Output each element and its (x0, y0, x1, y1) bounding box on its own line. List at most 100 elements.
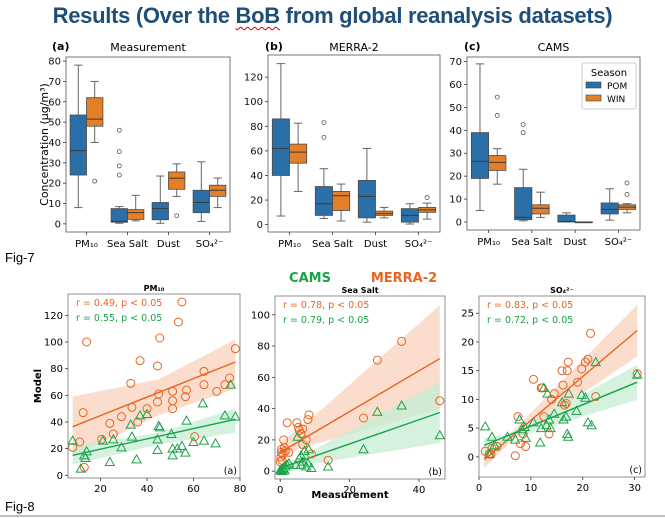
x-tick-label: PM₁₀ (278, 239, 301, 250)
data-point-cams (306, 462, 317, 473)
box-pom (69, 114, 87, 176)
outlier (116, 163, 122, 169)
y-tick-label: 0 (57, 471, 63, 482)
regression-line-merra-2 (279, 357, 441, 454)
y-axis-label: Model (33, 369, 44, 403)
x-tick-label: 40 (141, 484, 154, 495)
box-win (209, 184, 227, 197)
y-tick-label: 80 (48, 57, 61, 68)
data-point-cams (434, 429, 445, 440)
outlier (624, 180, 630, 186)
data-point-cams (97, 435, 109, 445)
data-point-cams (541, 419, 552, 430)
y-tick-label: 40 (50, 418, 63, 429)
data-point-merra2 (78, 408, 88, 418)
x-tick-label: PM₁₀ (75, 239, 98, 250)
data-point-cams (302, 457, 314, 468)
data-point-merra2 (586, 328, 596, 338)
y-tick-label: 20 (50, 444, 63, 455)
data-point-merra2 (142, 404, 152, 414)
y-tick-label: 40 (257, 404, 270, 415)
data-point-merra2 (277, 455, 287, 465)
data-point-cams (556, 396, 568, 407)
data-point-merra2 (577, 364, 587, 374)
outlier (116, 172, 122, 178)
x-tick-label: SO₄²⁻ (405, 239, 433, 250)
y-tick-label: 5 (468, 424, 474, 435)
legend-cams: CAMS (289, 271, 331, 286)
data-point-cams (479, 420, 491, 431)
data-point-merra2 (68, 442, 78, 452)
data-point-cams (166, 428, 177, 438)
data-point-merra2 (372, 355, 382, 365)
data-point-cams (107, 433, 119, 444)
panel-annotation: (c) (629, 465, 642, 476)
bottom-divider (0, 515, 665, 517)
data-point-cams (562, 431, 574, 441)
data-point-cams (281, 459, 293, 469)
x-tick-label: 20 (343, 485, 356, 496)
y-tick-label: 80 (50, 364, 63, 375)
y-tick-label: 60 (50, 391, 63, 402)
box-win (531, 204, 550, 215)
data-point-merra2 (580, 357, 590, 367)
data-point-merra2 (560, 400, 570, 410)
data-point-merra2 (292, 418, 302, 428)
y-tick-label: 50 (48, 118, 61, 129)
plot-frame (478, 295, 646, 478)
data-point-merra2 (513, 412, 523, 422)
y-axis-label: Concentration (µg/m³) (38, 83, 51, 206)
scatter-panel-2: SO₄²⁻ r = 0.83, p < 0.05 r = 0.72, p < 0.0… (461, 286, 646, 494)
data-point-merra2 (135, 356, 145, 366)
outlier (174, 213, 180, 219)
plot-frame (274, 295, 446, 480)
data-point-cams (198, 435, 210, 445)
data-point-merra2 (282, 418, 292, 428)
data-point-merra2 (563, 357, 573, 367)
data-point-cams (297, 456, 309, 466)
x-tick-label: 40 (413, 485, 426, 496)
outlier (116, 149, 122, 155)
y-tick-label: 120 (44, 311, 63, 322)
data-point-cams (181, 415, 192, 425)
y-tick-label: 0 (264, 467, 270, 478)
data-point-cams (509, 434, 521, 444)
data-point-merra2 (97, 434, 107, 444)
data-point-cams (188, 436, 199, 446)
data-point-merra2 (133, 417, 143, 427)
data-point-cams (197, 397, 209, 408)
panel-label: (a) (52, 40, 69, 53)
boxplot-panel-0: (a) Measurement 0 10 20 30 40 50 60 70 80 Concentra… (38, 40, 231, 250)
data-point-merra2 (116, 412, 126, 422)
data-point-merra2 (492, 442, 502, 452)
regression-line-merra-2 (483, 329, 638, 461)
data-point-cams (631, 369, 643, 379)
y-tick-label: 60 (257, 373, 270, 384)
data-point-merra2 (173, 317, 183, 327)
x-tick-label: Dust (564, 237, 587, 248)
outlier (92, 178, 98, 184)
y-tick-label: 10 (48, 199, 61, 210)
data-point-cams (80, 452, 91, 462)
stat-label-merra-2: r = 0.49, p < 0.05 (76, 298, 162, 309)
data-point-cams (125, 419, 137, 429)
box-win (86, 97, 104, 127)
panel-title: CAMS (538, 41, 570, 54)
data-point-merra2 (199, 366, 209, 376)
y-tick-label: 30 (48, 158, 61, 169)
data-point-cams (484, 448, 495, 459)
data-point-merra2 (212, 386, 222, 396)
data-point-merra2 (278, 449, 288, 459)
panel-title: Sea Salt (341, 286, 378, 295)
data-point-cams (558, 414, 569, 424)
slide-title: Results (Over the BoB from global reanal… (0, 3, 665, 29)
data-point-cams (543, 414, 555, 424)
y-tick-label: 40 (250, 171, 263, 182)
data-point-merra2 (521, 442, 531, 452)
data-point-merra2 (558, 380, 568, 390)
data-point-cams (81, 445, 92, 456)
y-tick-label: 0 (55, 219, 61, 230)
y-tick-label: 20 (48, 179, 61, 190)
data-point-merra2 (510, 451, 520, 461)
data-point-cams (534, 437, 546, 447)
